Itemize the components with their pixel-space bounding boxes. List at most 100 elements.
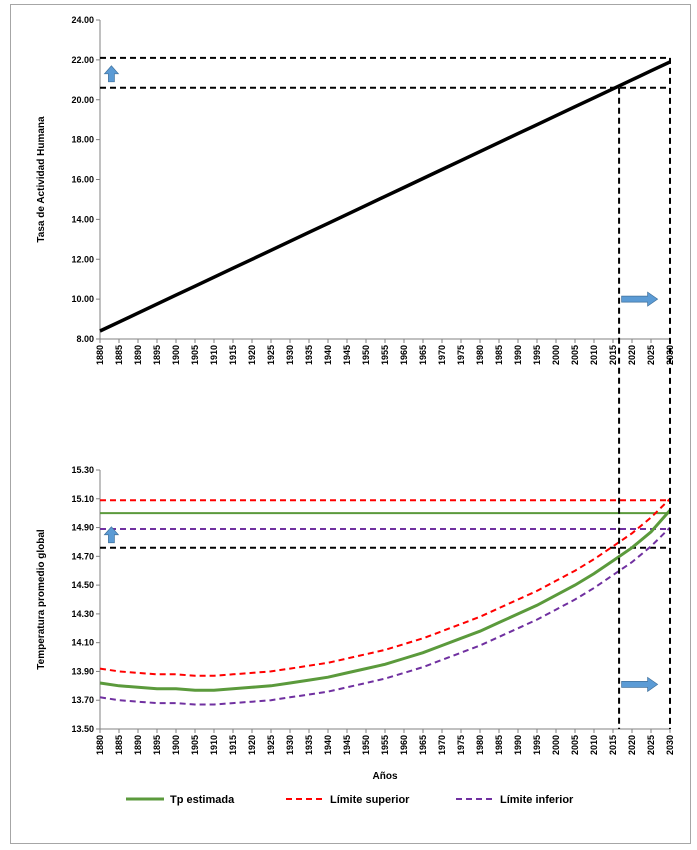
x-tick-label: 1995 — [532, 345, 542, 365]
x-tick-label: 2010 — [589, 345, 599, 365]
x-tick-label: 1880 — [95, 345, 105, 365]
x-tick-label: 1980 — [475, 735, 485, 755]
x-tick-label: 2000 — [551, 345, 561, 365]
y-tick-label: 16.00 — [71, 175, 94, 185]
y-tick-label: 13.70 — [71, 695, 94, 705]
series-line-tp-estimada — [99, 509, 672, 692]
x-tick-label: 1975 — [456, 345, 466, 365]
x-tick-label: 1935 — [304, 345, 314, 365]
x-tick-label: 1970 — [437, 345, 447, 365]
x-tick-label: 1965 — [418, 345, 428, 365]
y-tick-label: 13.50 — [71, 724, 94, 734]
x-tick-label: 2030 — [665, 735, 675, 755]
right-arrow-icon — [621, 676, 659, 693]
x-tick-label: 1985 — [494, 735, 504, 755]
y-tick-label: 24.00 — [71, 15, 94, 25]
x-tick-label: 1950 — [361, 345, 371, 365]
x-tick-label: 1905 — [190, 345, 200, 365]
x-tick-label: 1910 — [209, 345, 219, 365]
y-tick-label: 14.70 — [71, 551, 94, 561]
x-tick-label: 1990 — [513, 735, 523, 755]
x-tick-label: 1945 — [342, 345, 352, 365]
y-tick-label: 14.90 — [71, 523, 94, 533]
x-tick-label: 1935 — [304, 735, 314, 755]
x-tick-label: 2020 — [627, 735, 637, 755]
y-tick-label: 8.00 — [76, 334, 94, 344]
x-tick-label: 1880 — [95, 735, 105, 755]
x-tick-label: 1955 — [380, 735, 390, 755]
x-tick-label: 2030 — [665, 345, 675, 365]
x-tick-label: 1910 — [209, 735, 219, 755]
x-tick-label: 1920 — [247, 345, 257, 365]
y-tick-label: 10.00 — [71, 294, 94, 304]
cross-chart-guide-lines — [618, 57, 671, 729]
x-tick-label: 1975 — [456, 735, 466, 755]
y-tick-label: 15.10 — [71, 494, 94, 504]
x-tick-label: 1945 — [342, 735, 352, 755]
y-axis-title: Tasa de Actividad Humana — [36, 116, 47, 243]
x-tick-label: 1995 — [532, 735, 542, 755]
legend-label: Límite inferior — [500, 794, 574, 806]
y-tick-label: 20.00 — [71, 95, 94, 105]
y-tick-label: 12.00 — [71, 254, 94, 264]
x-tick-label: 1980 — [475, 345, 485, 365]
right-arrow-icon — [621, 291, 659, 307]
up-arrow-icon — [103, 65, 120, 83]
x-tick-label: 1900 — [171, 735, 181, 755]
y-tick-label: 14.10 — [71, 638, 94, 648]
series-line — [99, 60, 671, 333]
x-tick-label: 1930 — [285, 735, 295, 755]
y-tick-label: 14.00 — [71, 214, 94, 224]
x-tick-label: 1885 — [114, 345, 124, 365]
x-tick-label: 1965 — [418, 735, 428, 755]
x-tick-label: 1985 — [494, 345, 504, 365]
x-tick-label: 2015 — [608, 345, 618, 365]
x-tick-label: 1895 — [152, 735, 162, 755]
top-chart-activity-rate: 8.00 10.00 12.00 14.00 16.00 18.00 20.00 22.00 2… — [36, 15, 675, 365]
x-tick-label: 1950 — [361, 735, 371, 755]
x-tick-label: 2020 — [627, 345, 637, 365]
series-line-l-mite-inferior — [99, 526, 671, 706]
legend-label: Límite superior — [330, 794, 410, 806]
x-tick-label: 1930 — [285, 345, 295, 365]
x-tick-label: 1990 — [513, 345, 523, 365]
series-line-l-mite-superior — [99, 498, 671, 677]
x-tick-label: 2005 — [570, 735, 580, 755]
x-tick-label: 1885 — [114, 735, 124, 755]
y-tick-label: 14.50 — [71, 580, 94, 590]
x-tick-label: 1925 — [266, 345, 276, 365]
x-tick-label: 1920 — [247, 735, 257, 755]
x-tick-label: 2025 — [646, 345, 656, 365]
legend-label: Tp estimada — [170, 794, 235, 806]
figure-frame: 8.00 10.00 12.00 14.00 16.00 18.00 20.00 22.00 2… — [10, 4, 691, 844]
x-axis-title: Años — [373, 771, 398, 782]
x-tick-label: 1940 — [323, 735, 333, 755]
x-tick-label: 1890 — [133, 345, 143, 365]
x-tick-label: 1900 — [171, 345, 181, 365]
bottom-chart-temperature: 13.50 13.70 13.90 14.10 14.30 14.50 14.70 14.90… — [36, 465, 675, 782]
x-tick-label: 1955 — [380, 345, 390, 365]
x-tick-label: 1940 — [323, 345, 333, 365]
x-tick-label: 2025 — [646, 735, 656, 755]
x-tick-label: 1890 — [133, 735, 143, 755]
y-tick-label: 15.30 — [71, 465, 94, 475]
x-tick-label: 2010 — [589, 735, 599, 755]
x-tick-label: 2015 — [608, 735, 618, 755]
x-tick-label: 1915 — [228, 735, 238, 755]
x-tick-label: 1925 — [266, 735, 276, 755]
y-axis-title: Temperatura promedio global — [36, 529, 47, 670]
up-arrow-icon — [103, 526, 120, 544]
y-tick-label: 18.00 — [71, 135, 94, 145]
y-tick-label: 14.30 — [71, 609, 94, 619]
x-tick-label: 1915 — [228, 345, 238, 365]
y-tick-label: 22.00 — [71, 55, 94, 65]
x-tick-label: 1960 — [399, 735, 409, 755]
y-tick-label: 13.90 — [71, 666, 94, 676]
legend: Tp estimada Límite superior Límite inferio… — [126, 794, 574, 806]
x-tick-label: 1970 — [437, 735, 447, 755]
x-tick-label: 2005 — [570, 345, 580, 365]
combined-chart-figure: 8.00 10.00 12.00 14.00 16.00 18.00 20.00 22.00 2… — [36, 15, 675, 806]
x-tick-label: 1895 — [152, 345, 162, 365]
x-tick-label: 1905 — [190, 735, 200, 755]
x-tick-label: 1960 — [399, 345, 409, 365]
